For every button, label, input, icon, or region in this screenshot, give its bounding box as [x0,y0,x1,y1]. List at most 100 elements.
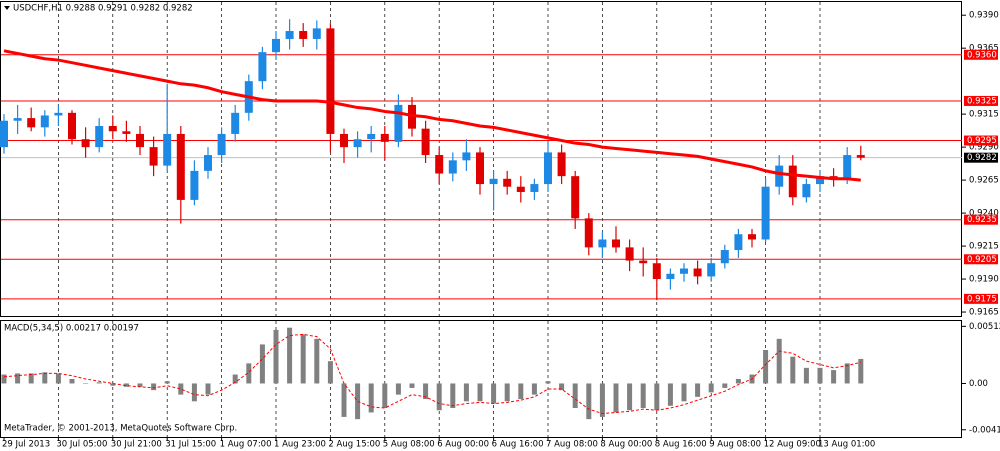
candle-body [720,250,729,264]
menu-triangle [4,6,10,10]
macd-bar [55,373,61,384]
macd-bar [708,383,714,393]
candle-body [775,165,784,187]
x-tick-label: 30 Jul 21:00 [111,440,162,450]
candle-body [204,155,212,171]
macd-bar [735,379,741,384]
x-tick-label: 8 Aug 00:00 [600,440,652,450]
candle-body [394,104,403,142]
candle-body [353,139,362,148]
y-tick-label: 0.00512 [969,322,1000,332]
candle-body [571,176,580,219]
macd-bar [96,382,102,384]
footer: MetaTrader, © 2001-2013, MetaQuotes Soft… [4,424,237,434]
current-price-box [964,152,998,163]
macd-bar [164,381,170,384]
candle-body [612,239,620,248]
macd-bar [42,372,48,384]
candle-body [272,38,280,53]
level-label: 0.9205 [967,255,997,265]
candle-body [448,160,457,174]
moving-average [3,49,861,182]
macd-bar [151,383,157,391]
y-tick-label: 0.9390 [969,11,999,21]
candle-body [816,176,824,185]
macd-bar [382,383,388,408]
candle-body [761,186,770,240]
candle-body [625,247,634,261]
x-tick-label: 5 Aug 08:00 [383,440,435,450]
macd-bar [654,383,660,411]
candle-body [843,155,852,179]
candle-body [707,263,716,277]
candle-body [516,186,525,192]
macd-bar [409,383,415,388]
candle-body [598,239,607,248]
candle-body [639,260,648,264]
macd-bar [178,383,184,395]
candle-body [367,133,376,140]
candle-body [503,178,512,187]
level-label: 0.9175 [967,294,997,304]
macd-bar [803,367,809,384]
macd-title: MACD(5,34,5) 0.00217 0.00197 [4,324,139,334]
macd-bar [531,383,537,395]
y-tick-label: 0.9165 [969,308,999,318]
y-tick-label: 0.9315 [969,110,999,120]
macd-bar [246,363,252,384]
macd-bar [110,383,116,386]
level-label-box [964,49,998,60]
macd-bar [504,383,510,402]
x-tick-label: 6 Aug 16:00 [492,440,544,450]
macd-panel-frame [0,320,962,438]
candle-body [163,133,172,166]
macd-bar [763,350,769,384]
candle-body [788,165,797,198]
candle-body [326,28,335,134]
macd-bar [518,383,524,400]
macd-bar [232,374,238,384]
main-panel-frame [0,1,962,317]
macd-bar [83,383,89,384]
macd-bar [463,383,469,402]
y-tick-label: 0.9240 [969,209,999,219]
macd-bar [817,367,823,384]
level-label: 0.9295 [967,136,997,146]
y-tick-label: 0.00 [969,379,988,389]
y-tick-label: 0.9190 [969,275,999,285]
x-tick-label: 7 Aug 08:00 [546,440,598,450]
macd-bar [287,327,293,384]
candle-body [108,126,117,132]
macd-bar [314,338,320,384]
candle-body [340,133,348,148]
candle-body [285,31,294,39]
candle-body [95,126,104,148]
x-tick-label: 6 Aug 00:00 [437,440,489,450]
candle-body [435,155,444,174]
level-label-box [964,135,998,146]
candle-body [299,31,308,39]
macd-bar [627,383,633,411]
macd-bar [640,383,646,408]
macd-bar [219,383,225,384]
x-tick-label: 31 Jul 15:00 [165,440,216,450]
macd-bar [1,374,7,384]
candle-body [54,112,63,116]
x-tick-label: 29 Jul 2013 [2,440,50,450]
x-tick-label: 9 Aug 08:00 [709,440,761,450]
macd-bar [599,383,605,417]
macd-bar [327,361,333,384]
candle-body [312,28,321,39]
candle-body [421,128,430,156]
macd-bar [695,383,701,397]
candle-body [856,155,865,158]
candle-body [13,118,22,121]
macd-bar [545,381,551,384]
macd-bar [137,383,143,387]
macd-bar [491,383,497,404]
x-tick-label: 30 Jul 05:00 [56,440,107,450]
macd-bar [69,379,75,384]
